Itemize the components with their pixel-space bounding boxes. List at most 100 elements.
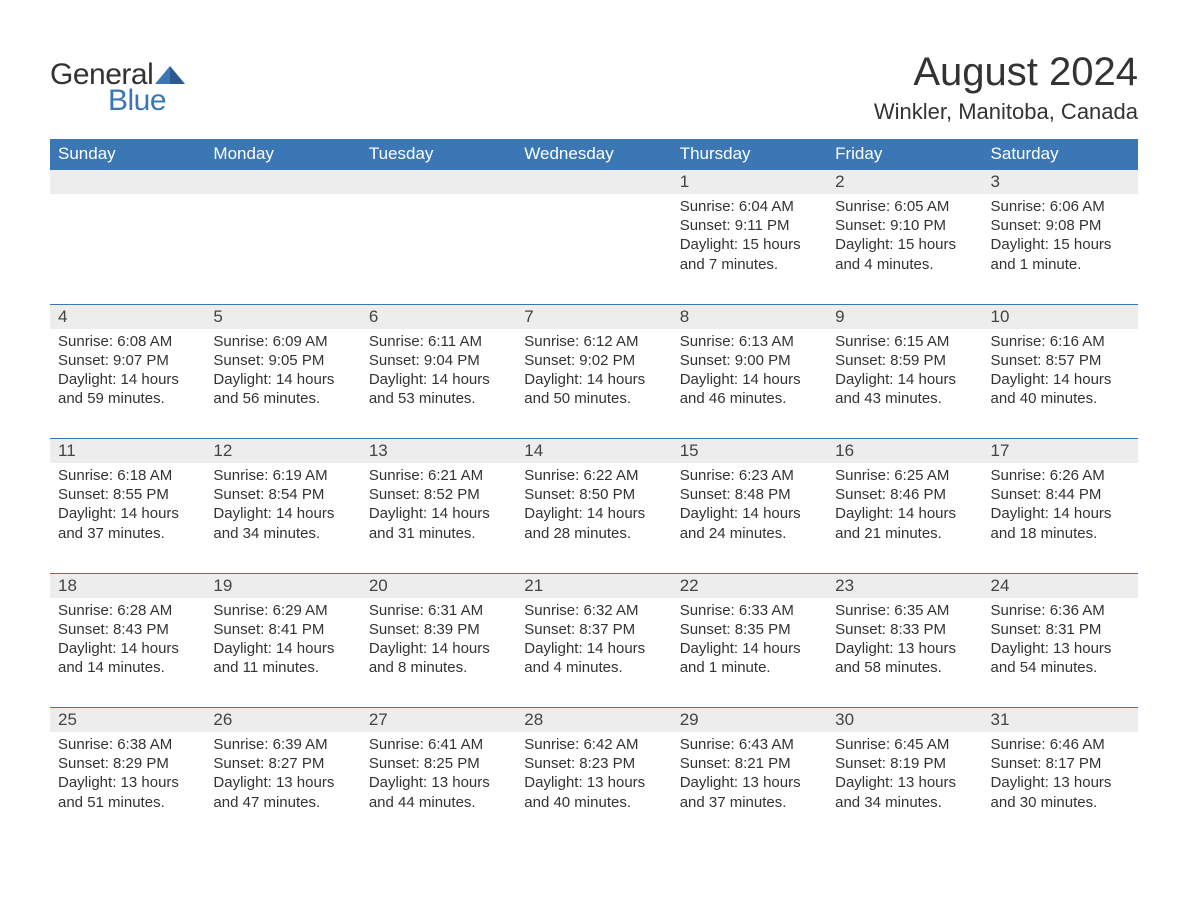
day-number: 8 bbox=[672, 305, 827, 329]
sunset-text: Sunset: 8:57 PM bbox=[991, 351, 1130, 370]
day-header: Sunday bbox=[50, 139, 205, 170]
day-number: 14 bbox=[516, 439, 671, 463]
day-header: Friday bbox=[827, 139, 982, 170]
daylight-text: Daylight: 14 hours and 37 minutes. bbox=[58, 504, 197, 542]
sunrise-text: Sunrise: 6:11 AM bbox=[369, 332, 508, 351]
day-number: 29 bbox=[672, 708, 827, 732]
day-cell: Sunrise: 6:35 AMSunset: 8:33 PMDaylight:… bbox=[827, 598, 982, 708]
day-content-row: Sunrise: 6:08 AMSunset: 9:07 PMDaylight:… bbox=[50, 329, 1138, 439]
sunrise-text: Sunrise: 6:29 AM bbox=[213, 601, 352, 620]
sunset-text: Sunset: 8:54 PM bbox=[213, 485, 352, 504]
sunset-text: Sunset: 8:52 PM bbox=[369, 485, 508, 504]
sunrise-text: Sunrise: 6:46 AM bbox=[991, 735, 1130, 754]
daylight-text: Daylight: 15 hours and 7 minutes. bbox=[680, 235, 819, 273]
sunrise-text: Sunrise: 6:36 AM bbox=[991, 601, 1130, 620]
day-number: 18 bbox=[50, 574, 205, 598]
day-cell: Sunrise: 6:42 AMSunset: 8:23 PMDaylight:… bbox=[516, 732, 671, 820]
day-cell: Sunrise: 6:38 AMSunset: 8:29 PMDaylight:… bbox=[50, 732, 205, 820]
day-cell bbox=[205, 194, 360, 304]
sunrise-text: Sunrise: 6:39 AM bbox=[213, 735, 352, 754]
day-header: Tuesday bbox=[361, 139, 516, 170]
daylight-text: Daylight: 13 hours and 37 minutes. bbox=[680, 773, 819, 811]
daylight-text: Daylight: 13 hours and 40 minutes. bbox=[524, 773, 663, 811]
sunset-text: Sunset: 8:39 PM bbox=[369, 620, 508, 639]
daylight-text: Daylight: 13 hours and 51 minutes. bbox=[58, 773, 197, 811]
daylight-text: Daylight: 14 hours and 46 minutes. bbox=[680, 370, 819, 408]
day-number: 13 bbox=[361, 439, 516, 463]
sunrise-text: Sunrise: 6:06 AM bbox=[991, 197, 1130, 216]
sunset-text: Sunset: 9:04 PM bbox=[369, 351, 508, 370]
day-number: 2 bbox=[827, 170, 982, 194]
sunset-text: Sunset: 8:25 PM bbox=[369, 754, 508, 773]
sunset-text: Sunset: 9:02 PM bbox=[524, 351, 663, 370]
sunrise-text: Sunrise: 6:13 AM bbox=[680, 332, 819, 351]
daylight-text: Daylight: 14 hours and 53 minutes. bbox=[369, 370, 508, 408]
day-cell: Sunrise: 6:06 AMSunset: 9:08 PMDaylight:… bbox=[983, 194, 1138, 304]
day-cell: Sunrise: 6:13 AMSunset: 9:00 PMDaylight:… bbox=[672, 329, 827, 439]
day-number: 15 bbox=[672, 439, 827, 463]
day-number: 10 bbox=[983, 305, 1138, 329]
day-content-row: Sunrise: 6:38 AMSunset: 8:29 PMDaylight:… bbox=[50, 732, 1138, 820]
daylight-text: Daylight: 14 hours and 28 minutes. bbox=[524, 504, 663, 542]
sunrise-text: Sunrise: 6:42 AM bbox=[524, 735, 663, 754]
day-number-row: 45678910 bbox=[50, 305, 1138, 329]
day-cell: Sunrise: 6:16 AMSunset: 8:57 PMDaylight:… bbox=[983, 329, 1138, 439]
daylight-text: Daylight: 15 hours and 4 minutes. bbox=[835, 235, 974, 273]
day-cell: Sunrise: 6:21 AMSunset: 8:52 PMDaylight:… bbox=[361, 463, 516, 573]
sunset-text: Sunset: 8:50 PM bbox=[524, 485, 663, 504]
sunrise-text: Sunrise: 6:04 AM bbox=[680, 197, 819, 216]
day-cell: Sunrise: 6:29 AMSunset: 8:41 PMDaylight:… bbox=[205, 598, 360, 708]
daylight-text: Daylight: 13 hours and 54 minutes. bbox=[991, 639, 1130, 677]
day-number: 21 bbox=[516, 574, 671, 598]
sunset-text: Sunset: 8:37 PM bbox=[524, 620, 663, 639]
sunrise-text: Sunrise: 6:08 AM bbox=[58, 332, 197, 351]
sunrise-text: Sunrise: 6:09 AM bbox=[213, 332, 352, 351]
sunrise-text: Sunrise: 6:41 AM bbox=[369, 735, 508, 754]
day-number: 7 bbox=[516, 305, 671, 329]
sunrise-text: Sunrise: 6:23 AM bbox=[680, 466, 819, 485]
day-header-row: Sunday Monday Tuesday Wednesday Thursday… bbox=[50, 139, 1138, 170]
day-number-row: 123 bbox=[50, 170, 1138, 194]
sunset-text: Sunset: 8:55 PM bbox=[58, 485, 197, 504]
sunset-text: Sunset: 9:11 PM bbox=[680, 216, 819, 235]
day-header: Saturday bbox=[983, 139, 1138, 170]
day-number: 12 bbox=[205, 439, 360, 463]
day-cell: Sunrise: 6:45 AMSunset: 8:19 PMDaylight:… bbox=[827, 732, 982, 820]
sunset-text: Sunset: 9:08 PM bbox=[991, 216, 1130, 235]
day-cell: Sunrise: 6:19 AMSunset: 8:54 PMDaylight:… bbox=[205, 463, 360, 573]
day-number bbox=[205, 170, 360, 194]
day-number: 28 bbox=[516, 708, 671, 732]
sunrise-text: Sunrise: 6:12 AM bbox=[524, 332, 663, 351]
sunrise-text: Sunrise: 6:28 AM bbox=[58, 601, 197, 620]
daylight-text: Daylight: 14 hours and 21 minutes. bbox=[835, 504, 974, 542]
day-header: Thursday bbox=[672, 139, 827, 170]
daylight-text: Daylight: 13 hours and 44 minutes. bbox=[369, 773, 508, 811]
day-number-row: 18192021222324 bbox=[50, 574, 1138, 598]
day-number: 22 bbox=[672, 574, 827, 598]
daylight-text: Daylight: 14 hours and 8 minutes. bbox=[369, 639, 508, 677]
day-cell bbox=[50, 194, 205, 304]
day-content-row: Sunrise: 6:28 AMSunset: 8:43 PMDaylight:… bbox=[50, 598, 1138, 708]
day-number: 3 bbox=[983, 170, 1138, 194]
daylight-text: Daylight: 14 hours and 1 minute. bbox=[680, 639, 819, 677]
sunrise-text: Sunrise: 6:26 AM bbox=[991, 466, 1130, 485]
sunrise-text: Sunrise: 6:45 AM bbox=[835, 735, 974, 754]
daylight-text: Daylight: 14 hours and 34 minutes. bbox=[213, 504, 352, 542]
sunset-text: Sunset: 8:29 PM bbox=[58, 754, 197, 773]
day-number: 23 bbox=[827, 574, 982, 598]
sunset-text: Sunset: 8:35 PM bbox=[680, 620, 819, 639]
sunrise-text: Sunrise: 6:25 AM bbox=[835, 466, 974, 485]
day-cell: Sunrise: 6:18 AMSunset: 8:55 PMDaylight:… bbox=[50, 463, 205, 573]
sunset-text: Sunset: 8:33 PM bbox=[835, 620, 974, 639]
sunset-text: Sunset: 9:05 PM bbox=[213, 351, 352, 370]
sunset-text: Sunset: 9:10 PM bbox=[835, 216, 974, 235]
daylight-text: Daylight: 15 hours and 1 minute. bbox=[991, 235, 1130, 273]
location: Winkler, Manitoba, Canada bbox=[874, 99, 1138, 125]
sunrise-text: Sunrise: 6:16 AM bbox=[991, 332, 1130, 351]
day-number: 4 bbox=[50, 305, 205, 329]
day-cell: Sunrise: 6:25 AMSunset: 8:46 PMDaylight:… bbox=[827, 463, 982, 573]
sunrise-text: Sunrise: 6:31 AM bbox=[369, 601, 508, 620]
daylight-text: Daylight: 14 hours and 43 minutes. bbox=[835, 370, 974, 408]
day-cell: Sunrise: 6:09 AMSunset: 9:05 PMDaylight:… bbox=[205, 329, 360, 439]
day-cell: Sunrise: 6:39 AMSunset: 8:27 PMDaylight:… bbox=[205, 732, 360, 820]
